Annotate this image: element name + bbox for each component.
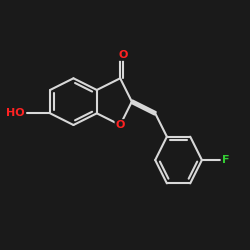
Text: O: O (116, 120, 125, 130)
Text: O: O (119, 50, 128, 60)
Text: HO: HO (6, 108, 25, 118)
Text: F: F (222, 155, 229, 165)
